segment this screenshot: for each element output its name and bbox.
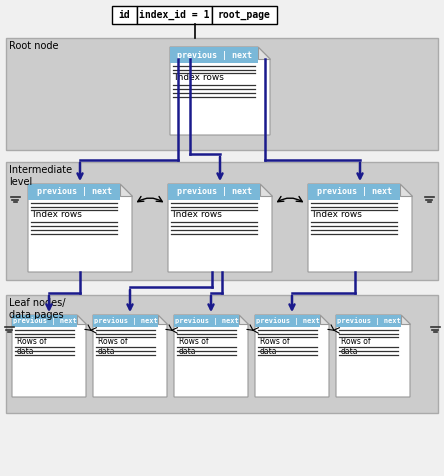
Bar — [137, 6, 212, 24]
Text: Index rows: Index rows — [33, 210, 82, 219]
Polygon shape — [158, 315, 167, 324]
Polygon shape — [120, 184, 132, 196]
Text: Rows of
data: Rows of data — [17, 337, 47, 357]
Text: Rows of
data: Rows of data — [179, 337, 209, 357]
Bar — [168, 184, 260, 200]
Polygon shape — [168, 184, 272, 272]
Text: id: id — [119, 10, 131, 20]
Polygon shape — [401, 315, 410, 324]
Text: Intermediate
level: Intermediate level — [9, 165, 72, 187]
Polygon shape — [239, 315, 248, 324]
Text: Index rows: Index rows — [313, 210, 362, 219]
Text: Rows of
data: Rows of data — [98, 337, 127, 357]
Bar — [93, 315, 158, 327]
Text: previous | next: previous | next — [12, 317, 76, 325]
Polygon shape — [308, 184, 412, 272]
Bar — [6, 162, 438, 280]
Polygon shape — [260, 184, 272, 196]
Bar — [308, 184, 400, 200]
Polygon shape — [170, 47, 270, 135]
Text: previous | next: previous | next — [177, 50, 251, 60]
Text: index_id = 1: index_id = 1 — [139, 10, 210, 20]
Text: Index rows: Index rows — [173, 210, 222, 219]
Bar — [170, 47, 258, 63]
Polygon shape — [77, 315, 86, 324]
Polygon shape — [320, 315, 329, 324]
Polygon shape — [174, 315, 248, 397]
Text: Rows of
data: Rows of data — [341, 337, 371, 357]
Text: previous | next: previous | next — [256, 317, 319, 325]
Polygon shape — [93, 315, 167, 397]
Bar — [212, 6, 277, 24]
Text: previous | next: previous | next — [317, 188, 392, 197]
Text: previous | next: previous | next — [36, 188, 111, 197]
Text: Index rows: Index rows — [175, 73, 224, 82]
Bar — [174, 315, 239, 327]
Bar — [6, 295, 438, 413]
Polygon shape — [28, 184, 132, 272]
Text: previous | next: previous | next — [94, 317, 157, 325]
Text: previous | next: previous | next — [177, 188, 251, 197]
Bar — [255, 315, 320, 327]
Text: Rows of
data: Rows of data — [260, 337, 289, 357]
Polygon shape — [258, 47, 270, 59]
Bar — [336, 315, 401, 327]
Polygon shape — [400, 184, 412, 196]
Bar — [12, 315, 77, 327]
Text: Leaf nodes/
data pages: Leaf nodes/ data pages — [9, 298, 66, 319]
Text: root_page: root_page — [218, 10, 271, 20]
Polygon shape — [255, 315, 329, 397]
Text: previous | next: previous | next — [337, 317, 400, 325]
Polygon shape — [12, 315, 86, 397]
Text: Root node: Root node — [9, 41, 59, 51]
Bar — [6, 38, 438, 150]
Polygon shape — [336, 315, 410, 397]
Bar — [28, 184, 120, 200]
Text: previous | next: previous | next — [174, 317, 238, 325]
Bar — [112, 6, 137, 24]
